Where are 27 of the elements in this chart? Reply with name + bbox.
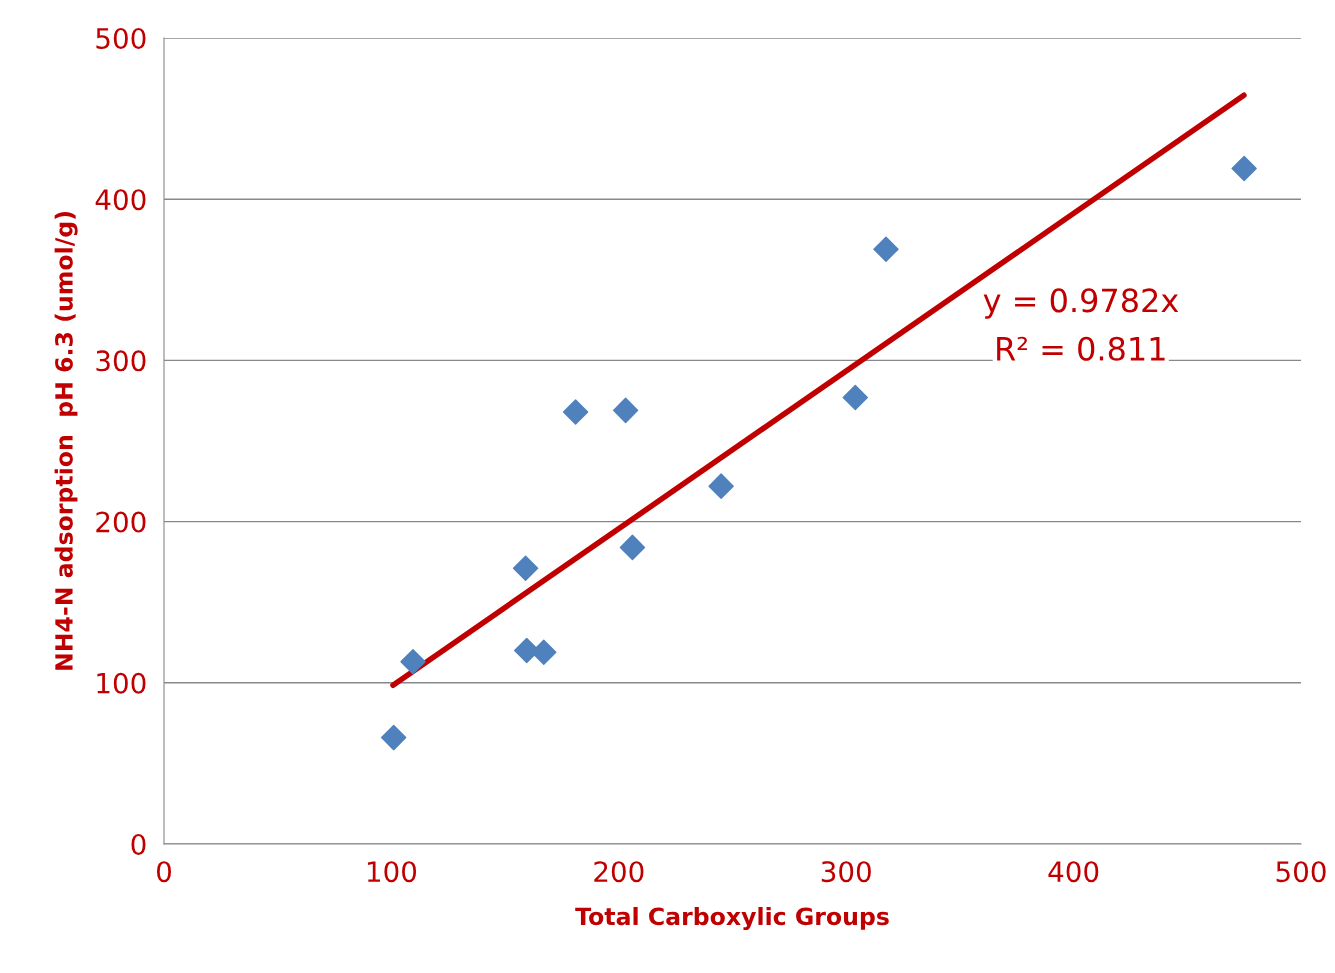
point xyxy=(619,534,646,561)
y-tick-label: 200 xyxy=(96,511,146,533)
y-tick-label: 300 xyxy=(96,350,146,372)
point xyxy=(708,473,734,499)
point xyxy=(873,236,899,262)
y-tick-label: 500 xyxy=(96,27,146,49)
x-tick-label: 100 xyxy=(367,861,417,883)
y-tick-label: 400 xyxy=(95,189,146,211)
point xyxy=(842,384,869,411)
y-tick-label: 0 xyxy=(131,833,146,855)
x-tick-label: 400 xyxy=(1048,861,1099,883)
point xyxy=(512,555,539,582)
y-tick-label: 100 xyxy=(97,672,146,694)
point xyxy=(380,724,407,751)
point xyxy=(531,639,557,665)
point xyxy=(1231,155,1257,182)
x-tick-label: 500 xyxy=(1276,861,1326,883)
x-tick-label: 0 xyxy=(156,861,171,883)
annotation: y = 0.9782x xyxy=(983,288,1179,319)
point xyxy=(612,397,639,424)
point xyxy=(562,399,589,425)
annotation: R² = 0.811 xyxy=(997,336,1165,361)
x-tick-label: 200 xyxy=(594,861,644,883)
point xyxy=(400,649,426,675)
x-tick-label: 300 xyxy=(821,861,871,883)
y-axis-title: NH4-N adsorption pH 6.3 (umol/g) xyxy=(54,212,78,670)
x-axis-title: Total Carboxylic Groups xyxy=(575,906,889,931)
